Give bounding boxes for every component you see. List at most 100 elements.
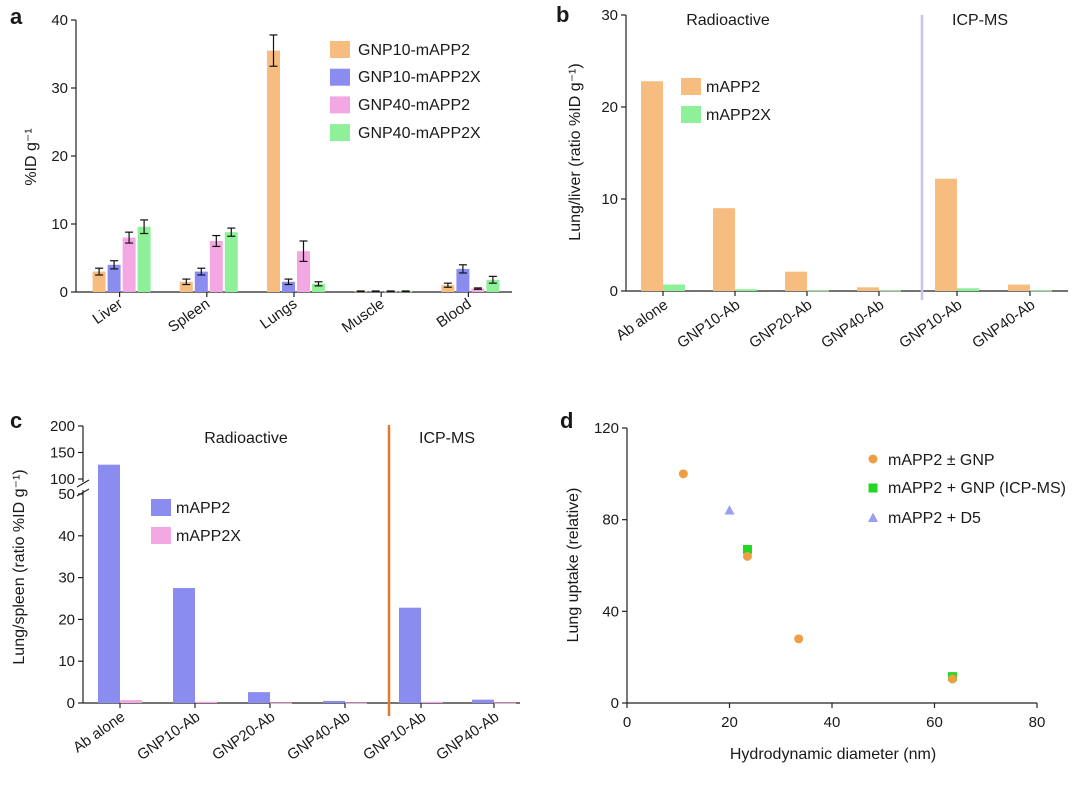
panel-b-bar [641, 81, 663, 292]
panel-a-bar [267, 50, 280, 292]
panel-a-bar [471, 288, 485, 292]
panel-b-bar [713, 208, 735, 291]
panel-d-y-tick-label: 120 [594, 420, 619, 437]
panel-label-c: c [10, 408, 22, 433]
panel-d-x-axis-label: Hydrodynamic diameter (nm) [730, 746, 936, 763]
panel-a-bar [456, 268, 470, 292]
panel-d-y-axis-label: Lung uptake (relative) [565, 488, 582, 643]
panel-b-y-tick-label: 20 [601, 99, 618, 116]
panel-b-legend-label-1: mAPP2 [706, 79, 760, 96]
panel-a-y-tick-label: 20 [51, 148, 68, 165]
panel-c-legend-label-1: mAPP2 [176, 500, 230, 517]
panel-a-bar [194, 271, 208, 292]
panel-a-chart: %ID g⁻¹ GNP10-mAPP2 GNP10-mAPP2X GNP40-m… [23, 12, 512, 337]
panel-b-x-tick-label: GNP40-Ab [818, 296, 887, 352]
panel-d-y-tick-label: 40 [602, 603, 619, 620]
panel-c-legend-swatch [151, 499, 171, 516]
panel-b-y-tick-label: 10 [601, 191, 618, 208]
panel-d-x-tick-label: 60 [926, 714, 943, 731]
panel-d-legend-marker [868, 483, 878, 493]
panel-d-legend-label-2: mAPP2 + GNP (ICP-MS) [888, 480, 1066, 497]
panel-a-legend-swatch [330, 41, 350, 58]
panel-b-bar [935, 178, 957, 291]
panel-c-legend-label-2: mAPP2X [176, 528, 241, 545]
panel-b-bar [663, 284, 685, 291]
panel-a-legend-label-2: GNP10-mAPP2X [358, 69, 481, 86]
panel-d-legend-marker [868, 454, 878, 464]
panel-b-y-tick-label: 0 [610, 283, 618, 300]
panel-a-bar [122, 237, 136, 292]
panel-a-x-tick-label: Lungs [257, 295, 300, 332]
panel-a-bar [179, 281, 193, 292]
panel-b-x-tick-label: GNP10-Ab [674, 296, 743, 352]
panel-c-bar [173, 588, 195, 703]
panel-a-x-tick-label: Liver [90, 295, 126, 328]
panel-c-axis-break-mark [76, 488, 90, 497]
panel-d-legend-marker [868, 512, 878, 522]
panel-a-legend-label-3: GNP40-mAPP2 [358, 97, 470, 114]
panel-c-axis-break-mark [76, 479, 90, 488]
panel-a-legend-label-4: GNP40-mAPP2X [358, 125, 481, 142]
panel-b-x-tick-label: GNP10-Ab [896, 296, 965, 352]
panel-c-bar [120, 700, 142, 703]
panel-a-legend-swatch [330, 96, 350, 114]
panel-b-x-tick-label: GNP20-Ab [746, 296, 815, 352]
panel-c-bar [345, 702, 367, 704]
panel-c-y-tick-label: 200 [50, 418, 75, 435]
panel-c-legend-swatch [151, 527, 171, 544]
panel-a-legend-label-1: GNP10-mAPP2 [358, 42, 470, 59]
panel-d-y-tick-label: 80 [602, 512, 619, 529]
panel-d-x-tick-label: 80 [1029, 714, 1046, 731]
panel-a-bar [107, 264, 121, 292]
panel-c-x-tick-label: GNP40-Ab [284, 708, 353, 764]
panel-a-bar [224, 232, 238, 292]
panel-b-legend-swatch [681, 78, 701, 95]
panel-a-y-tick-label: 40 [51, 12, 68, 29]
panel-b-section-label-radioactive: Radioactive [686, 12, 770, 29]
panel-c-bar [98, 464, 120, 703]
panel-c-bar [248, 692, 270, 703]
panel-b-x-tick-label: GNP40-Ab [969, 296, 1038, 352]
panel-b-bar [1008, 284, 1030, 291]
panel-d-point [947, 674, 957, 684]
panel-a-y-tick-label: 30 [51, 80, 68, 97]
panel-d-point [742, 544, 752, 554]
panel-b-legend-swatch [681, 106, 701, 123]
panel-b-bar [735, 289, 757, 291]
panel-c-x-tick-label: Ab alone [70, 708, 128, 756]
panel-c-y-tick-label: 0 [67, 695, 75, 712]
panel-a-bar [441, 285, 455, 292]
panel-b-bar [807, 290, 829, 292]
panel-c-section-label-radioactive: Radioactive [204, 430, 288, 447]
panel-d-point [678, 469, 688, 479]
panel-c-bar [399, 607, 421, 703]
panel-a-y-tick-label: 10 [51, 216, 68, 233]
panel-b-section-label-icpms: ICP-MS [952, 12, 1008, 29]
panel-a-bar [209, 241, 223, 292]
panel-c-x-tick-label: GNP40-Ab [433, 708, 502, 764]
panel-a-legend-swatch [330, 124, 350, 142]
panel-c-section-label-icpms: ICP-MS [419, 430, 475, 447]
panel-d-x-tick-label: 20 [721, 714, 738, 731]
panel-a-bar [92, 271, 106, 292]
panel-c-x-tick-label: GNP10-Ab [134, 708, 203, 764]
panel-d-x-tick-label: 40 [824, 714, 841, 731]
panel-a-bar [137, 226, 151, 292]
panel-d-legend-label-3: mAPP2 + D5 [888, 510, 981, 527]
panel-d-legend-label-1: mAPP2 ± GNP [888, 452, 995, 469]
panel-d-point [724, 505, 735, 515]
panel-c-x-tick-label: GNP10-Ab [360, 708, 429, 764]
panel-b-bar [857, 287, 879, 291]
panel-d-chart: Lung uptake (relative) Hydrodynamic diam… [565, 420, 1066, 763]
panel-a-y-tick-label: 0 [60, 284, 68, 301]
panel-d-y-tick-label: 0 [611, 695, 619, 712]
panel-b-chart: Lung/liver (ratio %ID g⁻¹) Radioactive I… [567, 7, 1068, 352]
panel-a-x-tick-label: Blood [434, 295, 475, 331]
panel-c-y-tick-label: 100 [50, 471, 75, 488]
panel-a-legend-swatch [330, 68, 350, 86]
panel-c-y-axis-label: Lung/spleen (ratio %ID g⁻¹) [11, 469, 28, 664]
panel-b-bar [879, 290, 901, 292]
panel-label-a: a [10, 4, 23, 29]
panel-label-d: d [560, 408, 573, 433]
panel-c-x-tick-label: GNP20-Ab [209, 708, 278, 764]
